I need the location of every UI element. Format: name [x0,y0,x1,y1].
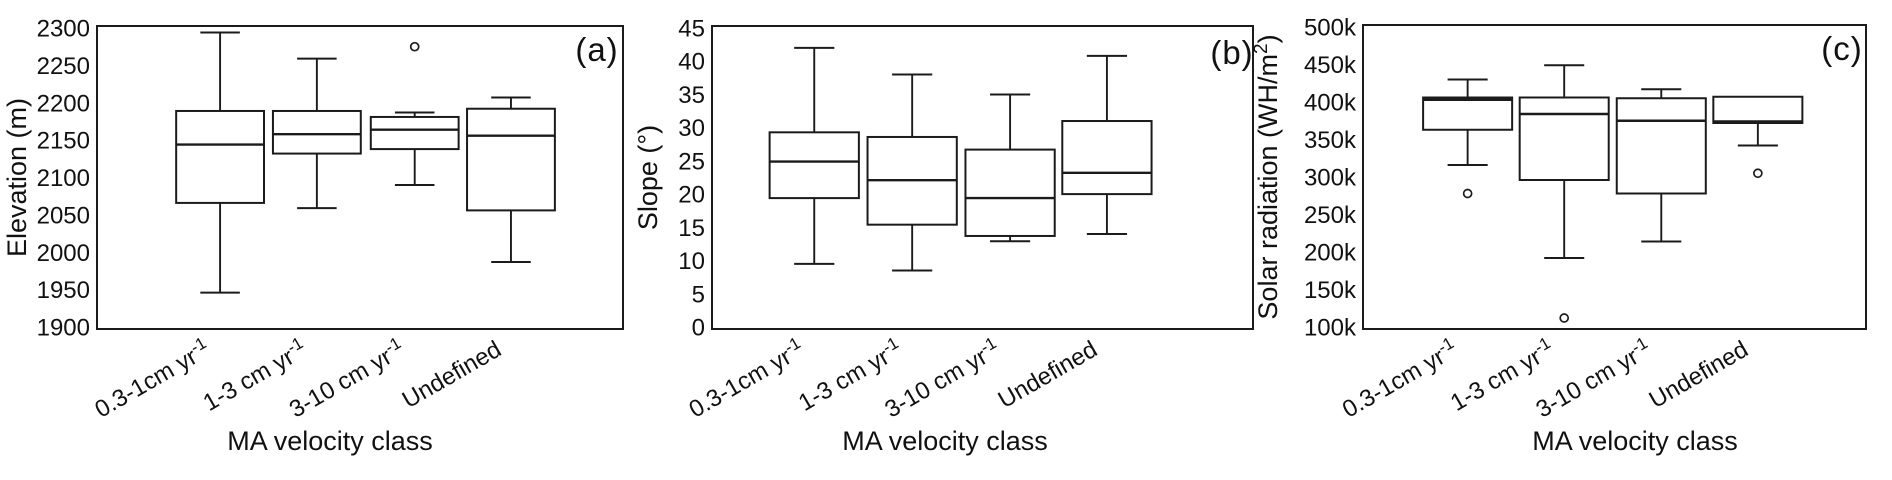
panel-c-box-1 [1518,64,1610,323]
panel-c-ytick-500k: 500k [1304,15,1357,42]
panel-c-ytick-300k: 300k [1304,165,1357,192]
panel-b-ytick-45: 45 [678,16,705,43]
panel-a: 2300 2250 2200 2150 2100 2050 2000 1950 19000.3-… [2,16,624,423]
panel-b-box-2 [964,93,1056,243]
panel-b-x-axis-title: MA velocity class [842,426,1048,456]
panel-a-x-axis-title: MA velocity class [227,426,433,456]
panel-a-xtick-0: 0.3-1cm yr-1 [89,333,215,423]
panel-c-label: (c) [1821,30,1863,67]
iqr-box [1422,96,1514,131]
panel-a-xtick-3: Undefined [398,336,506,414]
panel-c-ytick-250k: 250k [1304,202,1357,229]
panel-a-box-0 [175,31,266,294]
iqr-box [1518,96,1610,181]
panel-c-ytick-400k: 400k [1304,90,1357,117]
panel-a-ytick-1900: 1900 [37,315,90,342]
panel-a-ytick-2050: 2050 [37,202,90,229]
panel-b-box-3 [1061,54,1153,235]
panel-c-box-3 [1712,95,1804,179]
panel-c-ytick-150k: 150k [1304,277,1357,304]
panel-c-ytick-350k: 350k [1304,127,1357,154]
panel-b-ytick-5: 5 [692,281,705,308]
outlier-point [1559,313,1570,323]
panel-b-y-axis-title: Slope (°) [633,125,663,230]
outlier-point [409,41,420,52]
panel-b-box-1 [866,73,958,272]
panel-a-y-axis-title: Elevation (m) [2,98,32,257]
panel-b-ytick-10: 10 [678,248,705,275]
panel-a-ytick-1950: 1950 [37,277,90,304]
panel-a-ytick-2150: 2150 [37,128,90,155]
panel-c-x-axis-title: MA velocity class [1532,426,1738,456]
iqr-box [369,115,460,151]
panel-b-xtick-3: Undefined [994,336,1102,414]
panel-b-label: (b) [1210,34,1254,71]
panel-a-ytick-2200: 2200 [37,90,90,117]
iqr-box [1615,97,1707,195]
panel-c-xtick-0: 0.3-1cm yr-1 [1336,333,1462,423]
panel-c-y-axis-title: Solar radiation (WH/m2) [1251,34,1283,319]
panel-b-ytick-0: 0 [692,315,705,342]
panel-a-label: (a) [575,31,619,68]
panel-b-ytick-15: 15 [678,215,705,242]
iqr-box [964,148,1056,237]
panel-c-ytick-450k: 450k [1304,52,1357,79]
iqr-box [768,131,860,200]
panel-a-ytick-2250: 2250 [37,53,90,80]
panel-a-box-2 [369,41,460,186]
panel-a-ytick-2100: 2100 [37,165,90,192]
panel-b-xtick-0: 0.3-1cm yr-1 [683,333,809,423]
iqr-box [271,109,362,155]
panel-b-box-0 [768,46,860,265]
panel-a-ytick-2000: 2000 [37,240,90,267]
panel-c-ytick-200k: 200k [1304,240,1357,267]
panel-b-ytick-40: 40 [678,49,705,76]
panel-c: 500k 450k 400k 350k 300k 250k 200k 150k 100k0.3-… [1251,15,1867,423]
panel-c-box-0 [1422,78,1514,199]
iqr-box [175,109,266,204]
panel-c-xtick-3: Undefined [1645,336,1753,414]
panel-b-ytick-25: 25 [678,148,705,175]
panel-c-ytick-100k: 100k [1304,315,1357,342]
iqr-box [466,107,556,212]
panel-b-ytick-35: 35 [678,82,705,109]
panel-a-ytick-2300: 2300 [37,16,90,43]
panel-a-box-3 [466,96,556,263]
panel-c-frame [1362,24,1867,330]
iqr-box [1712,95,1804,124]
panel-c-box-2 [1615,88,1707,243]
iqr-box [1061,120,1153,196]
panel-b-ytick-30: 30 [678,115,705,142]
outlier-point [1753,168,1763,179]
outlier-point [1462,188,1473,199]
panel-a-box-1 [271,57,362,210]
panel-b-ytick-20: 20 [678,182,705,209]
